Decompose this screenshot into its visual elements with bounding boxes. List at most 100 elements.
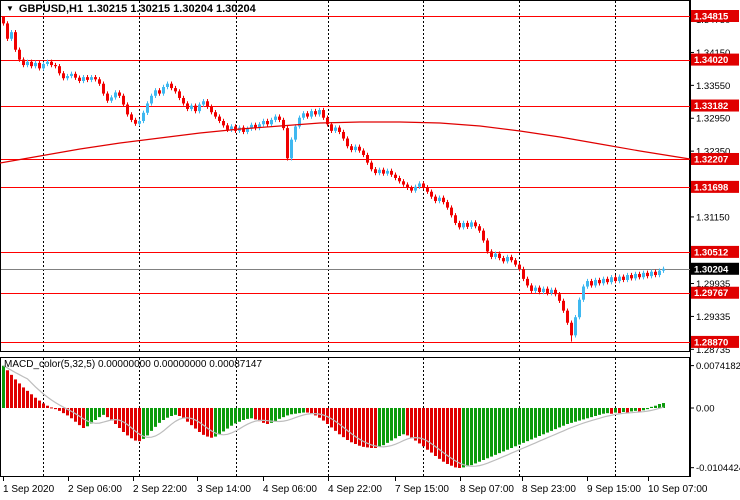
price-badge	[691, 335, 739, 348]
candle-body	[658, 270, 661, 276]
candle-body	[638, 273, 641, 278]
candle-body	[386, 170, 389, 174]
macd-histogram-bar	[250, 408, 253, 419]
macd-histogram-bar	[102, 408, 105, 415]
candle-body	[474, 222, 477, 227]
candle-body	[110, 97, 113, 101]
time-axis-label: 10 Sep 07:00	[648, 484, 708, 495]
macd-histogram-bar	[442, 408, 445, 462]
candle-body	[590, 281, 593, 286]
candle-body	[98, 79, 101, 84]
macd-histogram-bar	[390, 408, 393, 441]
candle-body	[426, 187, 429, 192]
macd-histogram-bar	[566, 408, 569, 424]
candle-body	[322, 110, 325, 118]
macd-histogram-bar	[6, 370, 9, 408]
candle-body	[434, 196, 437, 202]
candle-body	[218, 116, 221, 121]
candle-body	[278, 116, 281, 120]
candle-body	[594, 279, 597, 286]
price-tick-label: 1.29935	[696, 279, 730, 290]
candle-body	[166, 83, 169, 87]
candle-body	[2, 16, 5, 24]
macd-histogram-bar	[362, 408, 365, 447]
candle-body	[46, 61, 49, 64]
macd-histogram-bar	[526, 408, 529, 442]
candle-body	[618, 276, 621, 282]
price-tick-label: 1.33550	[696, 81, 730, 92]
candle-body	[382, 169, 385, 174]
macd-histogram-bar	[94, 408, 97, 420]
macd-histogram-bar	[290, 408, 293, 415]
candle-body	[466, 222, 469, 227]
macd-histogram-bar	[66, 408, 69, 416]
macd-histogram-bar	[586, 408, 589, 419]
candle-body	[230, 126, 233, 130]
macd-histogram-bar	[182, 408, 185, 419]
macd-histogram-bar	[402, 408, 405, 435]
candle-body	[186, 103, 189, 109]
candle-body	[214, 112, 217, 117]
macd-histogram-bar	[398, 408, 401, 436]
candle-body	[274, 116, 277, 120]
candle-body	[62, 73, 65, 79]
candle-body	[626, 275, 629, 280]
candle-body	[182, 97, 185, 104]
macd-histogram-bar	[414, 408, 417, 441]
candle-body	[154, 90, 157, 96]
macd-histogram-bar	[210, 408, 213, 438]
macd-histogram-bar	[282, 408, 285, 418]
candle-body	[342, 131, 345, 139]
macd-histogram-bar	[578, 408, 581, 421]
candle-body	[358, 146, 361, 151]
macd-histogram-bar	[2, 365, 5, 408]
moving-average-line	[0, 121, 691, 164]
macd-histogram-bar	[434, 408, 437, 456]
macd-histogram-bar	[658, 404, 661, 408]
candle-body	[442, 197, 445, 203]
macd-histogram-bar	[610, 408, 613, 414]
time-axis-label: 8 Sep 23:00	[522, 484, 576, 495]
macd-histogram-bar	[178, 408, 181, 416]
candle-body	[566, 310, 569, 323]
candle-body	[462, 222, 465, 228]
macd-histogram-bar	[114, 408, 117, 424]
macd-histogram-bar	[466, 408, 469, 467]
macd-histogram-bar	[350, 408, 353, 443]
candle-body	[422, 183, 425, 188]
macd-histogram-bar	[150, 408, 153, 431]
macd-histogram-bar	[186, 408, 189, 422]
candle-body	[378, 169, 381, 174]
candle-body	[246, 128, 249, 132]
candle-body	[390, 170, 393, 175]
candle-body	[162, 86, 165, 94]
candle-body	[642, 272, 645, 278]
time-axis-label: 4 Sep 06:00	[263, 484, 317, 495]
candle-body	[226, 125, 229, 130]
macd-histogram-bar	[614, 408, 617, 413]
chevron-down-icon[interactable]: ▼	[6, 4, 14, 13]
symbol-label: GBPUSD,H1	[18, 3, 84, 15]
candle-body	[158, 90, 161, 94]
candle-body	[30, 61, 33, 67]
candle-body	[54, 65, 57, 67]
candle-body	[562, 300, 565, 311]
candle-body	[490, 251, 493, 257]
macd-histogram-bar	[650, 406, 653, 408]
price-badge	[691, 10, 739, 23]
macd-histogram-bar	[370, 408, 373, 448]
macd-histogram-bar	[446, 408, 449, 464]
macd-histogram-bar	[618, 408, 621, 414]
macd-histogram-bar	[518, 408, 521, 445]
macd-histogram-bar	[302, 408, 305, 413]
candle-body	[150, 95, 153, 104]
macd-histogram-bar	[498, 408, 501, 454]
macd-histogram-bar	[530, 408, 533, 440]
macd-histogram-bar	[142, 408, 145, 439]
time-axis-label: 1 Sep 2020	[3, 484, 55, 495]
macd-histogram-bar	[214, 408, 217, 437]
time-axis-label: 3 Sep 14:00	[197, 484, 251, 495]
macd-histogram-bar	[430, 408, 433, 453]
macd-histogram-bar	[326, 408, 329, 424]
